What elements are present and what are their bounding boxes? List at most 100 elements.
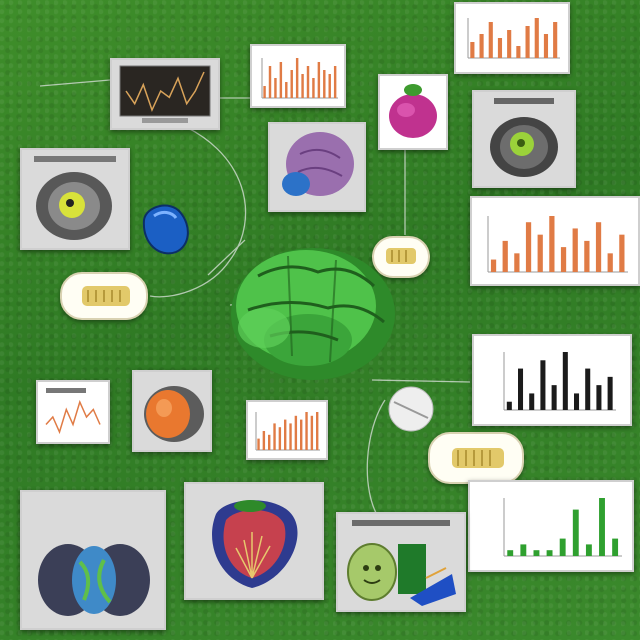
kidney-organ-card[interactable] [20, 490, 166, 630]
bar [306, 66, 310, 98]
magenta-organ-card[interactable] [378, 74, 448, 150]
bar-chart-icon [503, 498, 622, 557]
bar [562, 352, 568, 410]
bar [497, 38, 503, 58]
bar [599, 498, 605, 556]
seed-capsule-top[interactable] [372, 236, 430, 278]
bar [502, 240, 508, 272]
bar [470, 42, 475, 58]
bar [607, 253, 613, 272]
bar [301, 74, 304, 98]
bar [317, 62, 321, 98]
bar [490, 259, 497, 272]
bar [268, 434, 271, 450]
bar-chart-card-6[interactable] [468, 480, 634, 572]
bar [507, 30, 512, 58]
heart-organ-card[interactable] [184, 482, 324, 600]
fruit-face-card[interactable] [336, 512, 466, 612]
bar-chart-card-4[interactable] [246, 400, 328, 460]
bar [619, 234, 625, 272]
purple-lung-icon [282, 132, 354, 196]
bar [295, 58, 299, 98]
seed-capsule-icon [452, 448, 504, 468]
bar-chart-icon [487, 216, 628, 273]
fruit-face-icon [347, 520, 456, 606]
bar [560, 247, 567, 272]
bar [278, 427, 282, 450]
line-series [125, 71, 205, 113]
bar [574, 393, 580, 410]
bar-chart-icon [467, 18, 560, 59]
bar-chart-card-3[interactable] [470, 196, 640, 286]
bar [488, 22, 493, 58]
bar [585, 368, 591, 410]
bar [263, 86, 266, 98]
cell-organ-card-left[interactable] [20, 148, 130, 250]
seed-capsule-icon [386, 248, 416, 264]
cell-organ-icon [34, 156, 116, 240]
bar [333, 66, 337, 98]
bar-chart-card-1[interactable] [250, 44, 346, 108]
monitor-chart-card[interactable] [110, 58, 220, 130]
green-brain-icon[interactable] [218, 236, 398, 386]
bar [518, 368, 524, 410]
bar [585, 544, 592, 556]
bar [572, 509, 579, 556]
bar-chart-card-2[interactable] [454, 2, 570, 74]
bar [549, 216, 555, 272]
bar [328, 74, 331, 98]
bar [294, 415, 298, 450]
bar-chart-icon [261, 58, 338, 99]
bar [312, 78, 315, 98]
bar [507, 550, 514, 556]
bar [289, 423, 292, 450]
orange-organ-card[interactable] [132, 370, 212, 452]
bar [516, 46, 521, 58]
bar [525, 26, 530, 58]
bar [607, 376, 613, 410]
bar [553, 22, 558, 58]
bar [514, 253, 520, 272]
heart-organ-icon [212, 500, 298, 588]
bar [323, 70, 326, 98]
bar [262, 431, 266, 450]
cell-organ-card-right[interactable] [472, 90, 576, 188]
bar [612, 538, 619, 556]
bar [506, 401, 512, 410]
seed-capsule-icon [82, 286, 130, 306]
pie-disc-icon[interactable] [386, 384, 436, 434]
bar-chart-card-5[interactable] [472, 334, 632, 426]
bar [543, 34, 549, 58]
bar [595, 222, 602, 272]
orange-organ-icon [144, 386, 204, 442]
bar [572, 228, 578, 272]
seed-capsule-right[interactable] [428, 432, 524, 484]
bar [284, 419, 287, 450]
bar [529, 393, 535, 410]
line-chart-card[interactable] [36, 380, 110, 444]
purple-lung-card[interactable] [268, 122, 366, 212]
kidney-organ-icon [38, 544, 150, 616]
seed-capsule-left[interactable] [60, 272, 148, 320]
bar-chart-icon [503, 352, 616, 411]
bar [537, 234, 543, 272]
bar [290, 70, 293, 98]
cell-organ-icon [490, 98, 558, 177]
blue-stone-icon[interactable] [136, 200, 194, 258]
line-series [45, 399, 101, 435]
bar [273, 423, 276, 450]
bar [584, 240, 590, 272]
bar [257, 438, 260, 450]
bar [285, 82, 288, 98]
bar [316, 412, 319, 450]
bar [479, 34, 484, 58]
bar [300, 419, 303, 450]
bar [540, 360, 546, 410]
bar [596, 385, 602, 410]
line-chart-icon [45, 388, 101, 435]
bar [305, 412, 308, 450]
bar [546, 550, 553, 556]
magenta-organ-icon [389, 84, 437, 138]
bar [274, 78, 277, 98]
